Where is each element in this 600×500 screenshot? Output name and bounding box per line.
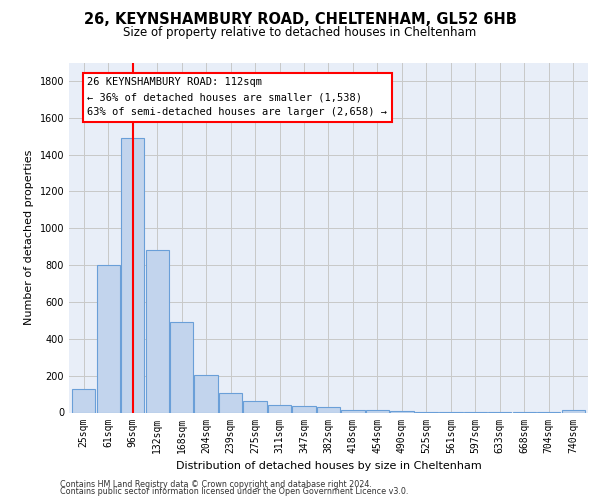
Bar bbox=[146, 250, 169, 412]
Bar bbox=[317, 407, 340, 412]
Text: 26 KEYNSHAMBURY ROAD: 112sqm
← 36% of detached houses are smaller (1,538)
63% of: 26 KEYNSHAMBURY ROAD: 112sqm ← 36% of de… bbox=[88, 77, 388, 117]
Bar bbox=[366, 410, 389, 412]
Bar bbox=[244, 400, 266, 412]
Bar bbox=[97, 265, 120, 412]
Text: Contains public sector information licensed under the Open Government Licence v3: Contains public sector information licen… bbox=[60, 488, 409, 496]
Bar bbox=[292, 406, 316, 412]
Bar bbox=[219, 393, 242, 412]
Bar bbox=[121, 138, 144, 412]
Y-axis label: Number of detached properties: Number of detached properties bbox=[24, 150, 34, 325]
Bar bbox=[268, 405, 291, 412]
Bar bbox=[562, 410, 585, 412]
Text: Contains HM Land Registry data © Crown copyright and database right 2024.: Contains HM Land Registry data © Crown c… bbox=[60, 480, 372, 489]
Bar bbox=[341, 410, 365, 412]
Bar bbox=[391, 410, 413, 412]
Bar bbox=[194, 374, 218, 412]
Bar bbox=[72, 390, 95, 412]
Text: Size of property relative to detached houses in Cheltenham: Size of property relative to detached ho… bbox=[124, 26, 476, 39]
X-axis label: Distribution of detached houses by size in Cheltenham: Distribution of detached houses by size … bbox=[176, 461, 481, 471]
Text: 26, KEYNSHAMBURY ROAD, CHELTENHAM, GL52 6HB: 26, KEYNSHAMBURY ROAD, CHELTENHAM, GL52 … bbox=[83, 12, 517, 26]
Bar bbox=[170, 322, 193, 412]
